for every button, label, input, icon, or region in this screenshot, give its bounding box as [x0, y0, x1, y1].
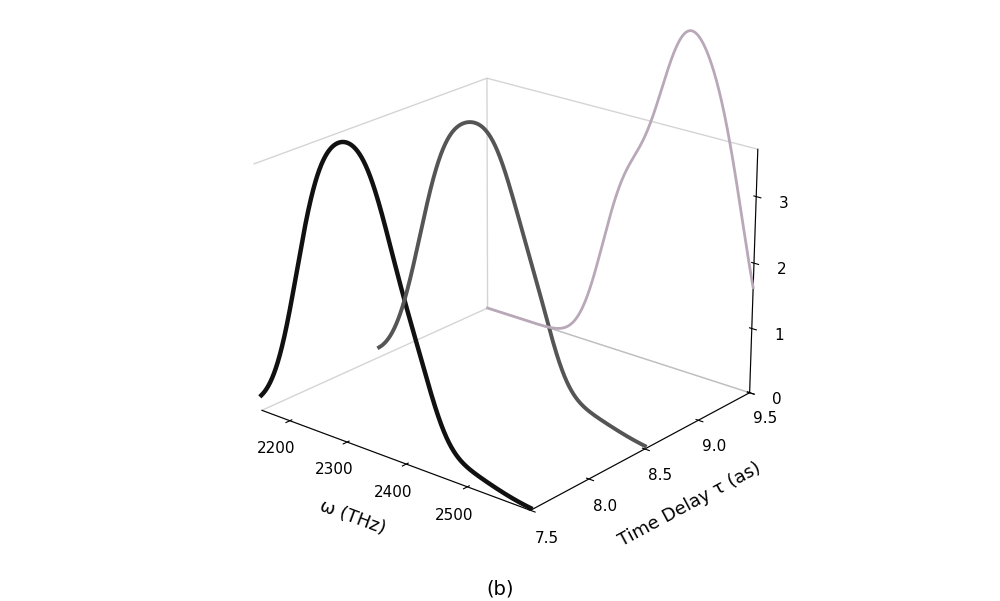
Y-axis label: Time Delay τ (as): Time Delay τ (as) [616, 459, 764, 550]
X-axis label: ω (THz): ω (THz) [317, 497, 388, 538]
Text: (b): (b) [486, 580, 514, 599]
